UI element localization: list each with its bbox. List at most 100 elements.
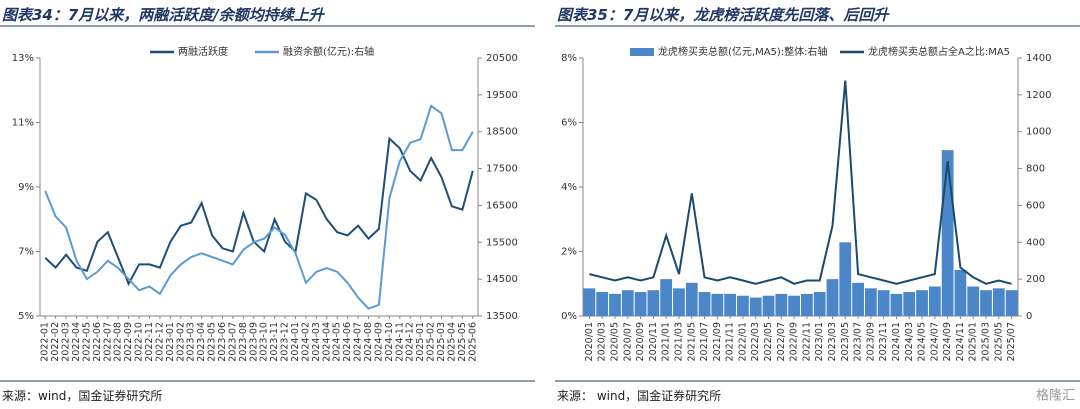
legend-label: 两融活跃度: [178, 45, 228, 58]
x-tick-label: 2022-07: [102, 322, 113, 362]
y2-tick-label: 13500: [486, 311, 518, 322]
x-tick-label: 2020/01: [584, 322, 595, 361]
source: 来源：wind，国金证券研究所: [2, 388, 162, 403]
x-tick-label: 2023-09: [248, 322, 259, 362]
x-tick-label: 2023/01: [814, 322, 825, 361]
x-tick-label: 2022/07: [776, 322, 787, 361]
x-tick-label: 2023-12: [280, 322, 291, 362]
x-tick-label: 2024/07: [929, 322, 940, 361]
bar: [877, 290, 890, 316]
legend-swatch: [630, 48, 654, 56]
x-tick-label: 2023-08: [238, 322, 249, 362]
bar: [698, 292, 711, 316]
x-tick-label: 2022/05: [763, 322, 774, 361]
x-tick-label: 2023/11: [878, 322, 889, 361]
bar: [737, 295, 749, 316]
y2-tick-label: 19500: [486, 90, 518, 101]
bar: [916, 290, 928, 316]
y2-tick-label: 1200: [1026, 90, 1051, 101]
bar: [801, 293, 813, 316]
x-tick-label: 2020/11: [648, 322, 659, 361]
bar: [660, 279, 673, 316]
x-tick-label: 2024-12: [405, 322, 416, 362]
x-tick-label: 2022-02: [50, 322, 61, 362]
y-tick-label: 4%: [561, 182, 577, 193]
x-tick-label: 2023-06: [217, 322, 228, 362]
x-tick-label: 2022-11: [144, 322, 155, 362]
x-tick-label: 2022-09: [123, 322, 134, 362]
x-tick-label: 2022/11: [801, 322, 812, 361]
y2-tick-label: 18500: [486, 127, 518, 138]
y-tick-label: 13%: [12, 53, 34, 64]
x-tick-label: 2020/05: [609, 322, 620, 361]
bar: [673, 288, 685, 316]
y-tick-label: 5%: [18, 311, 34, 322]
x-tick-label: 2023-03: [186, 322, 197, 362]
x-tick-label: 2020/03: [597, 322, 608, 361]
x-tick-label: 2024-10: [384, 322, 395, 362]
bar: [724, 293, 737, 316]
x-tick-label: 2020/09: [635, 322, 646, 361]
x-tick-label: 2023-07: [227, 322, 238, 362]
source: 来源： wind，国金证券研究所: [557, 388, 721, 403]
x-tick-label: 2023-02: [175, 322, 186, 362]
bar: [903, 292, 916, 316]
x-tick-label: 2022-06: [92, 322, 103, 362]
y-tick-label: 6%: [561, 118, 577, 129]
x-tick-label: 2024-08: [363, 322, 374, 362]
bar: [647, 290, 660, 316]
bar: [621, 290, 634, 316]
x-tick-label: 2025-02: [426, 322, 437, 362]
x-tick-label: 2023/09: [865, 322, 876, 361]
bar: [826, 279, 839, 316]
x-tick-label: 2023/07: [853, 322, 864, 361]
chart-title: 图表35：7月以来，龙虎榜活跃度先回落、后回升: [557, 6, 890, 24]
x-tick-label: 2022-04: [71, 322, 82, 362]
line: [44, 104, 474, 310]
y2-tick-label: 16500: [486, 200, 518, 211]
x-tick-label: 2025-04: [446, 322, 457, 362]
x-tick-label: 2022-08: [113, 322, 124, 362]
bar: [813, 292, 826, 316]
x-tick-label: 2025-03: [436, 322, 447, 362]
bar: [890, 293, 903, 316]
y2-tick-label: 200: [1026, 274, 1045, 285]
x-tick-label: 2025/05: [993, 322, 1004, 361]
y-tick-label: 2%: [561, 247, 577, 258]
x-tick-label: 2024-06: [342, 322, 353, 362]
bar: [1005, 290, 1018, 316]
bar: [711, 293, 724, 316]
x-tick-label: 2023-05: [207, 322, 218, 362]
x-tick-label: 2022-12: [154, 322, 165, 362]
bar: [685, 282, 698, 316]
x-tick-label: 2021/03: [673, 322, 684, 361]
bar: [928, 286, 941, 316]
x-tick-label: 2024-07: [353, 322, 364, 362]
x-tick-label: 2023/05: [840, 322, 851, 361]
x-tick-label: 2020/07: [622, 322, 633, 361]
bar: [992, 288, 1005, 316]
x-tick-label: 2023/03: [827, 322, 838, 361]
x-tick-label: 2022/01: [737, 322, 748, 361]
x-tick-label: 2024-04: [321, 322, 332, 362]
y-tick-label: 0%: [561, 311, 577, 322]
bar: [596, 292, 609, 316]
x-tick-label: 2022-05: [81, 322, 92, 362]
x-tick-label: 2024/05: [917, 322, 928, 361]
bar: [864, 288, 877, 316]
x-tick-label: 2025-06: [467, 322, 478, 362]
y2-tick-label: 17500: [486, 164, 518, 175]
legend-label: 龙虎榜买卖总额占全A之比:MA5: [868, 45, 1010, 58]
y2-tick-label: 15500: [486, 237, 518, 248]
x-tick-label: 2023-04: [196, 322, 207, 362]
x-tick-label: 2022-03: [61, 322, 72, 362]
legend-label: 融资余额(亿元):右轴: [283, 45, 374, 58]
x-tick-label: 2024-09: [373, 322, 384, 362]
bar: [583, 288, 596, 316]
x-tick-label: 2023-11: [269, 322, 280, 362]
chart-title: 图表34：7月以来，两融活跃度/余额均持续上升: [2, 6, 326, 24]
y2-tick-label: 800: [1026, 164, 1045, 175]
x-tick-label: 2022-01: [40, 322, 51, 362]
bar: [852, 282, 864, 316]
